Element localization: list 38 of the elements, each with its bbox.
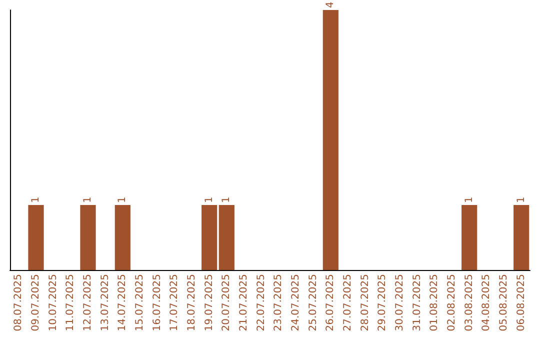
x-tick-label: 08.07.2025	[13, 274, 24, 332]
x-tick-label: 31.07.2025	[412, 274, 423, 332]
x-tick-label: 04.08.2025	[481, 274, 492, 332]
x-tick-label: 18.07.2025	[186, 274, 198, 332]
x-tick-label: 09.07.2025	[30, 274, 42, 332]
x-tick-label: 20.07.2025	[221, 274, 232, 332]
x-tick-label: 21.07.2025	[238, 274, 250, 332]
data-label: 1	[117, 196, 128, 203]
x-tick-label: 06.08.2025	[516, 274, 527, 332]
x-tick-label: 01.08.2025	[429, 274, 440, 332]
x-tick-label: 22.07.2025	[256, 274, 267, 332]
data-label: 1	[82, 196, 94, 203]
data-label: 1	[516, 196, 527, 203]
data-label: 1	[30, 196, 42, 203]
x-tick-label: 13.07.2025	[100, 274, 111, 332]
x-tick-label: 23.07.2025	[273, 274, 284, 332]
x-tick-label: 16.07.2025	[152, 274, 163, 332]
data-label: 4	[325, 2, 336, 8]
x-tick-label: 24.07.2025	[290, 274, 302, 332]
x-tick-label: 28.07.2025	[360, 274, 371, 332]
x-tick-label: 05.08.2025	[498, 274, 510, 332]
x-tick-label: 29.07.2025	[377, 274, 388, 332]
data-label: 1	[464, 196, 475, 203]
x-tick-label: 02.08.2025	[446, 274, 458, 332]
x-tick-label: 30.07.2025	[394, 274, 406, 332]
x-tick-label: 17.07.2025	[169, 274, 180, 332]
data-label: 1	[204, 196, 215, 203]
x-tick-label: 11.07.2025	[65, 274, 76, 332]
x-tick-label: 12.07.2025	[82, 274, 94, 332]
x-tick-label: 14.07.2025	[117, 274, 128, 332]
x-tick-label: 19.07.2025	[204, 274, 215, 332]
x-tick-label: 03.08.2025	[464, 274, 475, 332]
x-tick-label: 25.07.2025	[308, 274, 319, 332]
data-label: 1	[221, 196, 232, 203]
x-tick-label: 26.07.2025	[325, 274, 336, 332]
x-tick-label: 10.07.2025	[48, 274, 59, 332]
x-tick-label: 27.07.2025	[342, 274, 354, 332]
x-tick-label: 15.07.2025	[134, 274, 146, 332]
